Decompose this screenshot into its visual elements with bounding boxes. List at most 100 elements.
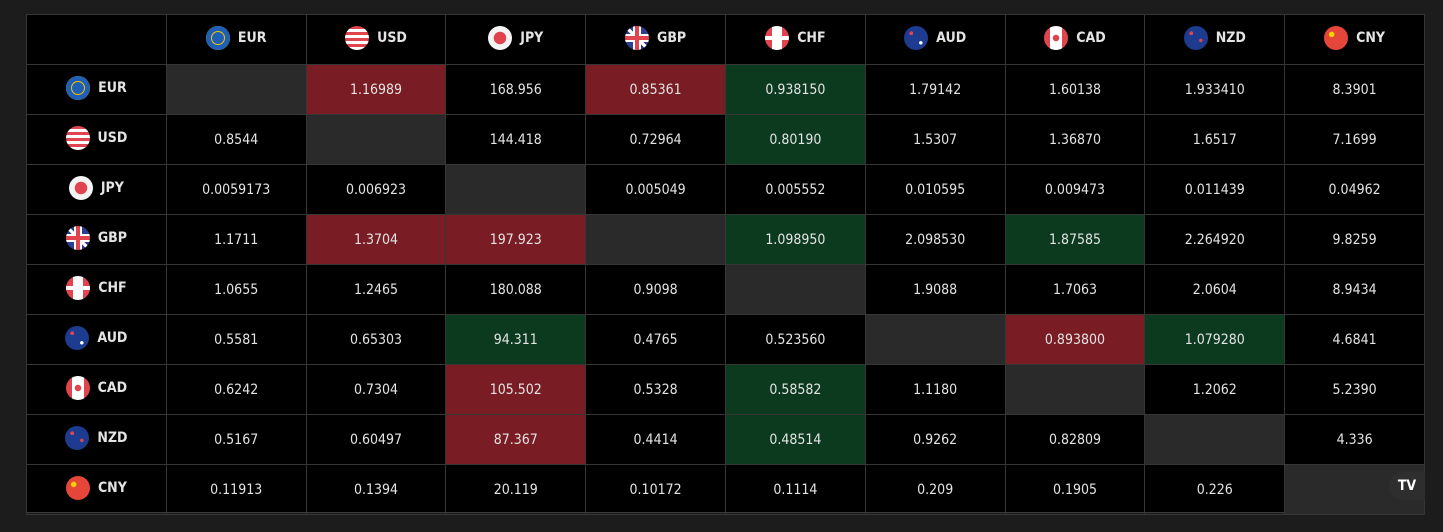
rate-cell-gbp-eur[interactable]: 1.1711 <box>165 214 307 265</box>
rate-cell-nzd-jpy[interactable]: 87.367 <box>445 414 587 465</box>
row-header-gbp[interactable]: GBP <box>26 214 167 265</box>
rate-cell-gbp-cny[interactable]: 9.8259 <box>1284 214 1425 265</box>
rate-cell-cad-gbp[interactable]: 0.5328 <box>585 364 726 415</box>
rate-cell-chf-usd[interactable]: 1.2465 <box>305 264 447 315</box>
rate-cell-jpy-aud[interactable]: 0.010595 <box>864 164 1006 215</box>
rate-cell-chf-cad[interactable]: 1.7063 <box>1004 264 1146 315</box>
rate-cell-jpy-usd[interactable]: 0.006923 <box>305 164 447 215</box>
rate-cell-cny-usd[interactable]: 0.1394 <box>305 464 447 515</box>
rate-cell-chf-eur[interactable]: 1.0655 <box>165 264 307 315</box>
tradingview-logo-icon[interactable]: TV <box>1389 472 1425 500</box>
rate-cell-gbp-cad[interactable]: 1.87585 <box>1004 214 1146 265</box>
rate-cell-aud-cad[interactable]: 0.893800 <box>1004 314 1146 365</box>
column-header-aud[interactable]: AUD <box>864 14 1006 65</box>
rate-cell-eur-chf[interactable]: 0.938150 <box>724 64 866 115</box>
rate-cell-cny-gbp[interactable]: 0.10172 <box>585 464 726 515</box>
rate-cell-usd-usd[interactable] <box>305 114 447 165</box>
rate-cell-eur-cad[interactable]: 1.60138 <box>1004 64 1146 115</box>
rate-cell-eur-cny[interactable]: 8.3901 <box>1284 64 1425 115</box>
row-header-eur[interactable]: EUR <box>26 64 167 115</box>
rate-cell-aud-gbp[interactable]: 0.4765 <box>585 314 726 365</box>
rate-cell-jpy-nzd[interactable]: 0.011439 <box>1144 164 1286 215</box>
rate-cell-chf-cny[interactable]: 8.9434 <box>1284 264 1425 315</box>
rate-cell-nzd-eur[interactable]: 0.5167 <box>165 414 307 465</box>
rate-cell-aud-jpy[interactable]: 94.311 <box>445 314 587 365</box>
rate-cell-nzd-chf[interactable]: 0.48514 <box>724 414 866 465</box>
rate-cell-chf-gbp[interactable]: 0.9098 <box>585 264 726 315</box>
rate-cell-aud-nzd[interactable]: 1.079280 <box>1144 314 1286 365</box>
rate-cell-cad-chf[interactable]: 0.58582 <box>724 364 866 415</box>
column-header-jpy[interactable]: JPY <box>445 14 587 65</box>
rate-cell-aud-eur[interactable]: 0.5581 <box>165 314 307 365</box>
row-header-usd[interactable]: USD <box>26 114 167 165</box>
rate-cell-eur-gbp[interactable]: 0.85361 <box>585 64 726 115</box>
rate-cell-aud-cny[interactable]: 4.6841 <box>1284 314 1425 365</box>
rate-cell-eur-aud[interactable]: 1.79142 <box>864 64 1006 115</box>
rate-cell-chf-aud[interactable]: 1.9088 <box>864 264 1006 315</box>
rate-cell-nzd-aud[interactable]: 0.9262 <box>864 414 1006 465</box>
rate-cell-jpy-cad[interactable]: 0.009473 <box>1004 164 1146 215</box>
rate-cell-eur-jpy[interactable]: 168.956 <box>445 64 587 115</box>
currency-code: CNY <box>1356 29 1386 46</box>
rate-cell-gbp-chf[interactable]: 1.098950 <box>724 214 866 265</box>
rate-cell-nzd-nzd[interactable] <box>1144 414 1286 465</box>
rate-cell-aud-usd[interactable]: 0.65303 <box>305 314 447 365</box>
rate-cell-jpy-cny[interactable]: 0.04962 <box>1284 164 1425 215</box>
rate-cell-cad-cny[interactable]: 5.2390 <box>1284 364 1425 415</box>
rate-cell-gbp-nzd[interactable]: 2.264920 <box>1144 214 1286 265</box>
rate-cell-nzd-cad[interactable]: 0.82809 <box>1004 414 1146 465</box>
rate-cell-eur-eur[interactable] <box>165 64 307 115</box>
rate-cell-gbp-aud[interactable]: 2.098530 <box>864 214 1006 265</box>
rate-cell-cad-cad[interactable] <box>1004 364 1146 415</box>
column-header-chf[interactable]: CHF <box>724 14 866 65</box>
row-header-nzd[interactable]: NZD <box>26 414 167 465</box>
rate-cell-cad-usd[interactable]: 0.7304 <box>305 364 447 415</box>
rate-cell-usd-gbp[interactable]: 0.72964 <box>585 114 726 165</box>
rate-cell-cad-aud[interactable]: 1.1180 <box>864 364 1006 415</box>
rate-cell-cny-chf[interactable]: 0.1114 <box>724 464 866 515</box>
rate-cell-cny-nzd[interactable]: 0.226 <box>1144 464 1286 515</box>
rate-cell-jpy-gbp[interactable]: 0.005049 <box>585 164 726 215</box>
rate-cell-chf-chf[interactable] <box>724 264 866 315</box>
rate-cell-cad-nzd[interactable]: 1.2062 <box>1144 364 1286 415</box>
rate-cell-jpy-eur[interactable]: 0.0059173 <box>165 164 307 215</box>
rate-cell-gbp-jpy[interactable]: 197.923 <box>445 214 587 265</box>
column-header-eur[interactable]: EUR <box>165 14 307 65</box>
row-header-chf[interactable]: CHF <box>26 264 167 315</box>
column-header-nzd[interactable]: NZD <box>1144 14 1286 65</box>
column-header-cad[interactable]: CAD <box>1004 14 1146 65</box>
rate-cell-cny-jpy[interactable]: 20.119 <box>445 464 587 515</box>
rate-cell-chf-nzd[interactable]: 2.0604 <box>1144 264 1286 315</box>
rate-cell-cad-eur[interactable]: 0.6242 <box>165 364 307 415</box>
rate-cell-nzd-usd[interactable]: 0.60497 <box>305 414 447 465</box>
rate-cell-nzd-cny[interactable]: 4.336 <box>1284 414 1425 465</box>
rate-cell-usd-nzd[interactable]: 1.6517 <box>1144 114 1286 165</box>
rate-cell-chf-jpy[interactable]: 180.088 <box>445 264 587 315</box>
row-header-jpy[interactable]: JPY <box>26 164 167 215</box>
rate-cell-usd-chf[interactable]: 0.80190 <box>724 114 866 165</box>
rate-cell-jpy-jpy[interactable] <box>445 164 587 215</box>
rate-cell-cad-jpy[interactable]: 105.502 <box>445 364 587 415</box>
rate-cell-gbp-gbp[interactable] <box>585 214 726 265</box>
row-header-cad[interactable]: CAD <box>26 364 167 415</box>
row-header-cny[interactable]: CNY <box>26 464 167 515</box>
rate-cell-gbp-usd[interactable]: 1.3704 <box>305 214 447 265</box>
rate-cell-usd-aud[interactable]: 1.5307 <box>864 114 1006 165</box>
rate-cell-aud-chf[interactable]: 0.523560 <box>724 314 866 365</box>
rate-cell-aud-aud[interactable] <box>864 314 1006 365</box>
row-header-aud[interactable]: AUD <box>26 314 167 365</box>
rate-cell-usd-eur[interactable]: 0.8544 <box>165 114 307 165</box>
column-header-cny[interactable]: CNY <box>1284 14 1425 65</box>
rate-cell-usd-cad[interactable]: 1.36870 <box>1004 114 1146 165</box>
rate-cell-cny-eur[interactable]: 0.11913 <box>165 464 307 515</box>
rate-cell-usd-jpy[interactable]: 144.418 <box>445 114 587 165</box>
rate-cell-eur-nzd[interactable]: 1.933410 <box>1144 64 1286 115</box>
rate-cell-cny-aud[interactable]: 0.209 <box>864 464 1006 515</box>
rate-cell-cny-cad[interactable]: 0.1905 <box>1004 464 1146 515</box>
rate-cell-eur-usd[interactable]: 1.16989 <box>305 64 447 115</box>
rate-cell-nzd-gbp[interactable]: 0.4414 <box>585 414 726 465</box>
rate-cell-jpy-chf[interactable]: 0.005552 <box>724 164 866 215</box>
column-header-usd[interactable]: USD <box>305 14 447 65</box>
rate-cell-usd-cny[interactable]: 7.1699 <box>1284 114 1425 165</box>
column-header-gbp[interactable]: GBP <box>585 14 726 65</box>
